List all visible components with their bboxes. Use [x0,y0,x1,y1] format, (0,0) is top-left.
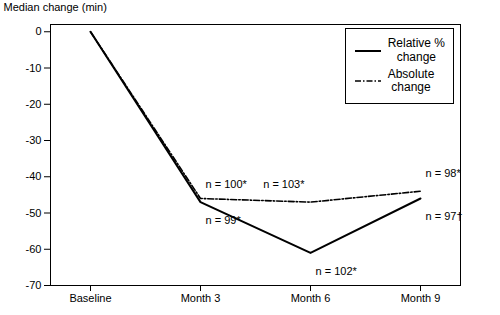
svg-text:-50: -50 [26,207,42,219]
svg-text:n = 102*: n = 102* [316,265,358,277]
svg-text:Median change (min): Median change (min) [4,1,107,13]
html-text:Relative % change: Relative % change [387,36,445,64]
svg-text:n = 97†: n = 97† [426,210,463,222]
svg-text:Month 6: Month 6 [291,292,331,304]
svg-text:-40: -40 [26,170,42,182]
svg-text:Month 9: Month 9 [401,292,441,304]
svg-text:n = 98*: n = 98* [426,167,462,179]
svg-text:n = 100*: n = 100* [206,178,248,190]
svg-text:Month 3: Month 3 [181,292,221,304]
svg-text:-70: -70 [26,279,42,291]
svg-text:n = 99*: n = 99* [206,214,242,226]
svg-text:-60: -60 [26,243,42,255]
svg-text:-10: -10 [26,62,42,74]
html-text:Absolute change: Absolute change [387,66,435,95]
svg-text:Baseline: Baseline [69,292,111,304]
svg-text:n = 103*: n = 103* [263,178,305,190]
svg-text:0: 0 [35,25,41,37]
svg-text:-20: -20 [26,98,42,110]
svg-text:-30: -30 [26,134,42,146]
